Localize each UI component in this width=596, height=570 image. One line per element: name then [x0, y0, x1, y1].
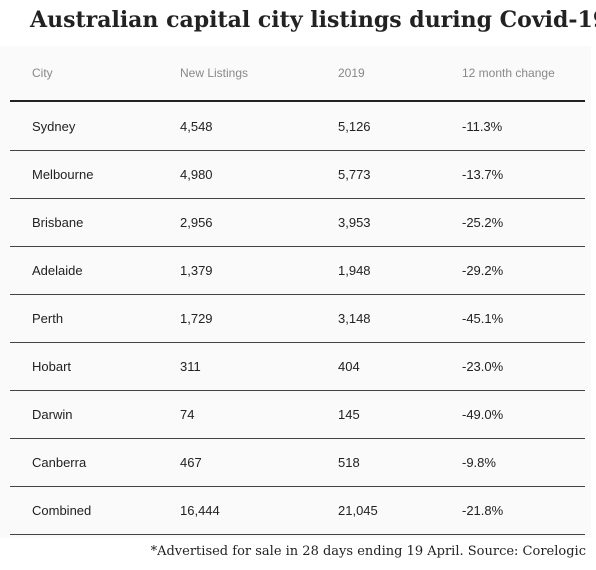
row-divider [10, 438, 585, 439]
source-footnote: *Advertised for sale in 28 days ending 1… [150, 544, 586, 559]
cell-2019: 5,773 [338, 166, 371, 182]
cell-change: -45.1% [462, 310, 504, 326]
row-divider [10, 150, 585, 151]
cell-change: -23.0% [462, 358, 504, 374]
cell-new-listings: 4,980 [180, 166, 213, 182]
cell-new-listings: 467 [180, 454, 202, 470]
cell-new-listings: 1,729 [180, 310, 213, 326]
cell-2019: 3,953 [338, 214, 371, 230]
listings-table: City New Listings 2019 12 month change S… [0, 46, 591, 538]
header-city: City [32, 66, 53, 80]
table-row: Darwin 74 145 -49.0% [10, 390, 585, 438]
cell-city: Combined [32, 502, 92, 518]
cell-new-listings: 2,956 [180, 214, 213, 230]
cell-city: Sydney [32, 118, 76, 134]
cell-2019: 404 [338, 358, 360, 374]
cell-new-listings: 4,548 [180, 118, 213, 134]
cell-city: Hobart [32, 358, 72, 374]
row-divider [10, 294, 585, 295]
cell-city: Perth [32, 310, 64, 326]
table-row: Perth 1,729 3,148 -45.1% [10, 294, 585, 342]
cell-new-listings: 16,444 [180, 502, 220, 518]
row-divider [10, 198, 585, 199]
cell-new-listings: 74 [180, 406, 195, 422]
cell-2019: 3,148 [338, 310, 371, 326]
header-2019: 2019 [338, 66, 365, 80]
cell-change: -13.7% [462, 166, 504, 182]
table-row: Sydney 4,548 5,126 -11.3% [10, 102, 585, 150]
row-divider [10, 534, 585, 535]
cell-change: -25.2% [462, 214, 504, 230]
header-new-listings: New Listings [180, 66, 249, 80]
cell-2019: 21,045 [338, 502, 378, 518]
header-12-month-change: 12 month change [462, 66, 555, 80]
cell-2019: 5,126 [338, 118, 371, 134]
row-divider [10, 342, 585, 343]
cell-change: -9.8% [462, 454, 496, 470]
cell-change: -11.3% [462, 118, 503, 134]
row-divider [10, 390, 585, 391]
cell-change: -49.0% [462, 406, 504, 422]
table-row: Hobart 311 404 -23.0% [10, 342, 585, 390]
cell-new-listings: 1,379 [180, 262, 213, 278]
cell-city: Adelaide [32, 262, 83, 278]
cell-city: Darwin [32, 406, 73, 422]
cell-2019: 1,948 [338, 262, 371, 278]
cell-new-listings: 311 [180, 358, 201, 374]
cell-2019: 518 [338, 454, 360, 470]
row-divider [10, 246, 585, 247]
cell-change: -29.2% [462, 262, 504, 278]
page-title: Australian capital city listings during … [30, 7, 596, 33]
table-row: Canberra 467 518 -9.8% [10, 438, 585, 486]
table-row: Melbourne 4,980 5,773 -13.7% [10, 150, 585, 198]
cell-change: -21.8% [462, 502, 504, 518]
table-row: Combined 16,444 21,045 -21.8% [10, 486, 585, 534]
cell-2019: 145 [338, 406, 360, 422]
cell-city: Canberra [32, 454, 87, 470]
cell-city: Melbourne [32, 166, 94, 182]
table-row: Brisbane 2,956 3,953 -25.2% [10, 198, 585, 246]
table-header-row: City New Listings 2019 12 month change [10, 46, 585, 102]
cell-city: Brisbane [32, 214, 84, 230]
row-divider [10, 486, 585, 487]
table-row: Adelaide 1,379 1,948 -29.2% [10, 246, 585, 294]
